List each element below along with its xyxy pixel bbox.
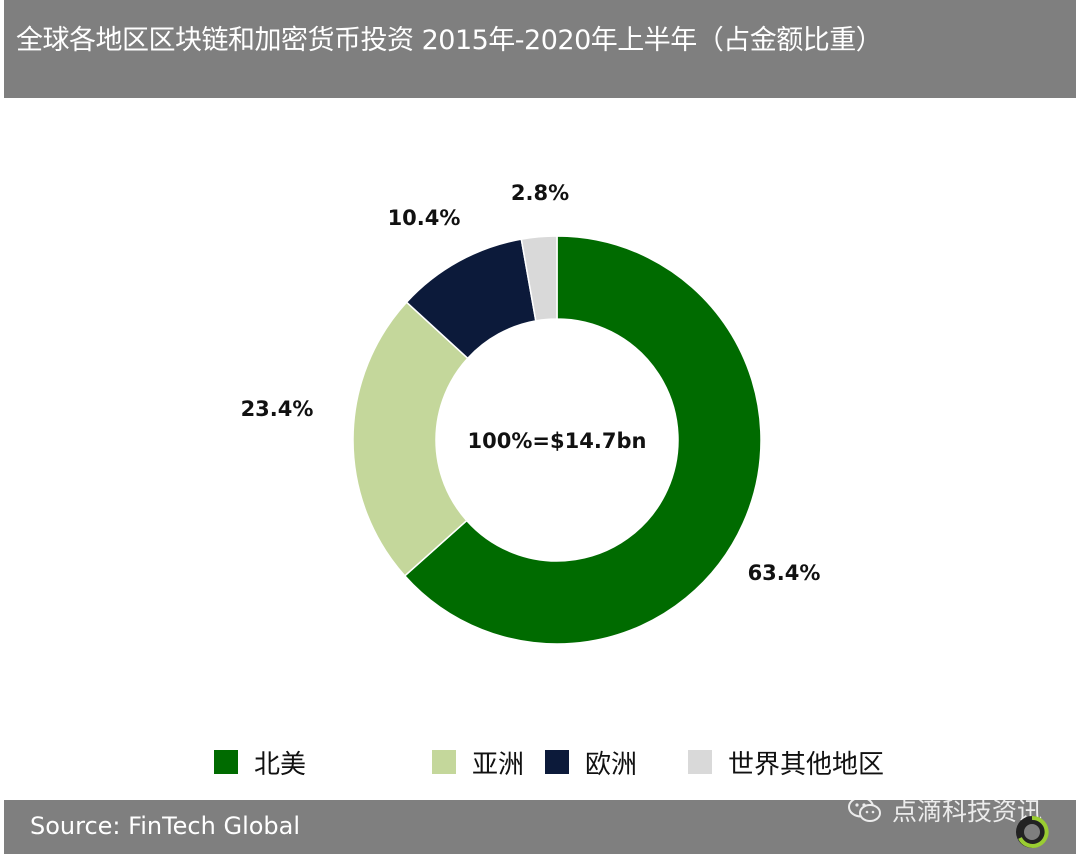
legend-swatch xyxy=(688,750,712,774)
legend-swatch xyxy=(545,750,569,774)
source-bar: Source: FinTech Global 点滴科技资讯 xyxy=(4,796,1076,854)
data-label-0: 63.4% xyxy=(748,561,821,585)
donut-slice-1 xyxy=(352,301,469,577)
legend: 北美 亚洲 欧洲 世界其他地区 xyxy=(0,742,1080,782)
donut-slice-3 xyxy=(520,235,558,322)
legend-label: 北美 xyxy=(254,749,307,780)
donut-chart: 63.4% 23.4% 10.4% 2.8% 100%=$14.7bn xyxy=(241,181,821,645)
legend-swatch xyxy=(432,750,456,774)
legend-item-north-america: 北美 xyxy=(214,742,306,782)
legend-swatch xyxy=(214,750,238,774)
data-label-1: 23.4% xyxy=(241,397,314,421)
title-bar: 全球各地区区块链和加密货币投资 2015年-2020年上半年（占金额比重） xyxy=(4,0,1076,98)
source-note: Source: FinTech Global xyxy=(30,812,301,840)
legend-item-asia: 亚洲 xyxy=(432,742,524,782)
donut-slice-0 xyxy=(403,235,762,645)
legend-label: 亚洲 xyxy=(472,749,525,780)
data-label-2: 10.4% xyxy=(388,206,461,230)
wechat-icon xyxy=(847,796,881,822)
legend-item-rest-of-world: 世界其他地区 xyxy=(688,742,884,782)
legend-label: 欧洲 xyxy=(585,749,638,780)
legend-item-europe: 欧洲 xyxy=(545,742,637,782)
data-label-3: 2.8% xyxy=(511,181,569,205)
legend-label: 世界其他地区 xyxy=(728,749,885,780)
center-total-label: 100%=$14.7bn xyxy=(468,429,647,453)
logo-ring-icon xyxy=(1016,815,1049,848)
watermark: 点滴科技资讯 xyxy=(847,790,1042,830)
watermark-text: 点滴科技资讯 xyxy=(891,797,1042,826)
chart-title: 全球各地区区块链和加密货币投资 2015年-2020年上半年（占金额比重） xyxy=(16,25,883,56)
